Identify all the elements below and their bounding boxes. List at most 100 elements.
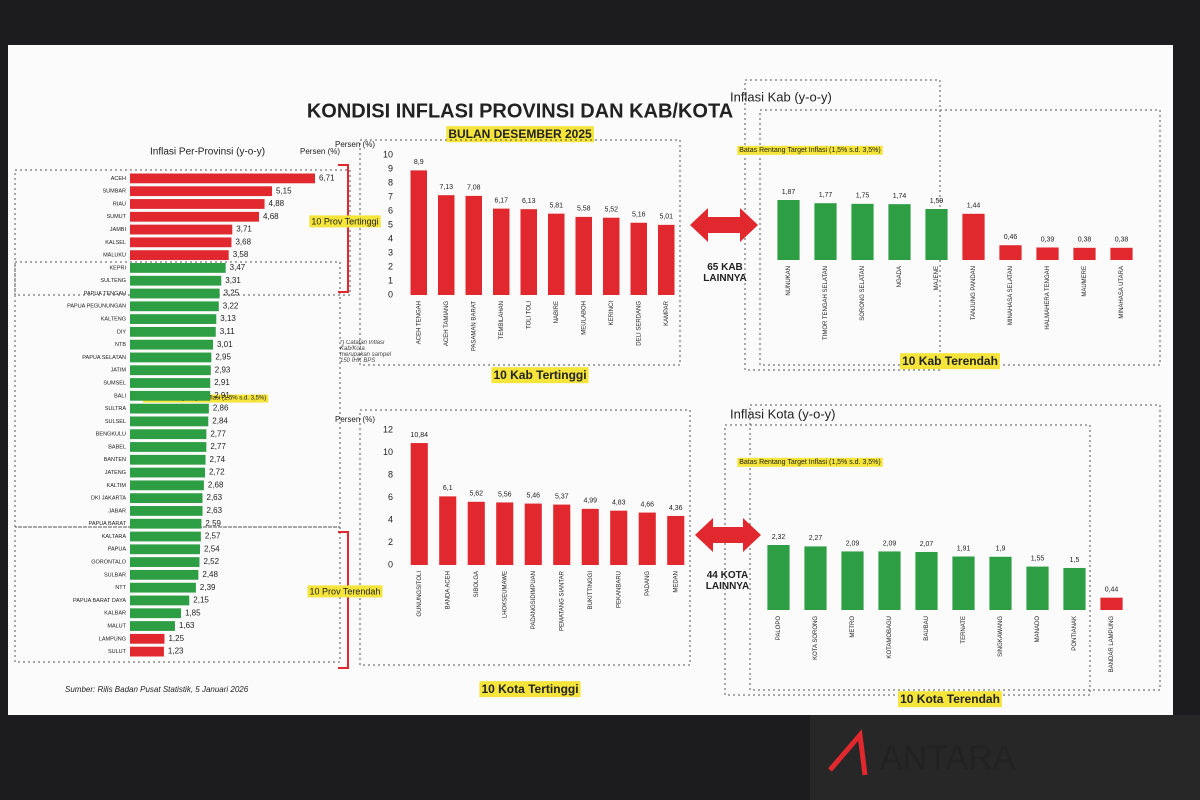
- category-label: TANJUNG PANDAN: [971, 266, 977, 320]
- category-label: BENGKULU: [96, 432, 126, 438]
- y-tick-label: 7: [388, 191, 393, 201]
- bar: [878, 551, 901, 610]
- annotation: 65 KAB LAINNYA: [703, 262, 747, 284]
- chart-title: Inflasi Kab (y-o-y): [730, 89, 832, 104]
- bar: [888, 204, 911, 260]
- category-label: METRO: [850, 616, 856, 638]
- category-label: JABAR: [108, 508, 126, 514]
- value-label: 2,32: [772, 534, 786, 541]
- category-label: MEDAN: [673, 571, 679, 593]
- value-label: 8,9: [414, 159, 424, 166]
- value-label: 4,36: [669, 505, 683, 512]
- bar: [1026, 566, 1049, 610]
- value-label: 1,87: [782, 189, 796, 196]
- category-label: LAMPUNG: [99, 636, 126, 642]
- value-label: 2,09: [883, 540, 897, 547]
- category-label: SULSEL: [105, 419, 126, 425]
- bar: [130, 633, 165, 644]
- highlight: [491, 367, 589, 384]
- highlight: [898, 691, 1002, 708]
- bar: [130, 352, 212, 363]
- bar: [553, 504, 571, 565]
- y-tick-label: 5: [388, 219, 393, 229]
- value-label: 7,13: [439, 184, 453, 191]
- y-tick-label: 8: [388, 177, 393, 187]
- category-label: BUKITTINGGI: [588, 571, 594, 610]
- category-label: NTB: [115, 342, 126, 348]
- category-label: MAJENE: [934, 266, 940, 290]
- y-tick-label: 12: [383, 424, 393, 434]
- y-tick-label: 2: [388, 261, 393, 271]
- category-label: PAPUA BARAT: [89, 521, 127, 527]
- value-label: 5,15: [276, 186, 292, 195]
- bar: [524, 503, 542, 565]
- category-label: KALBAR: [104, 611, 126, 617]
- value-label: 2,95: [215, 353, 231, 362]
- bar: [130, 557, 200, 567]
- category-label: SULUT: [108, 649, 127, 655]
- category-label: PEKANBARU: [616, 571, 622, 608]
- value-label: 5,16: [632, 212, 646, 219]
- bar: [548, 213, 565, 295]
- y-tick-label: 2: [388, 537, 393, 547]
- category-label: PONTIANAK: [1072, 616, 1078, 651]
- highlight: [446, 126, 595, 143]
- axis-label: Persen (%): [335, 140, 375, 149]
- value-label: 10,84: [410, 432, 428, 439]
- category-label: SUMBAR: [102, 189, 126, 195]
- value-label: 2,57: [205, 532, 221, 541]
- annotation: 10 Prov Terendah: [310, 586, 381, 596]
- y-tick-label: 9: [388, 163, 393, 173]
- value-label: 2,15: [193, 596, 209, 605]
- category-label: TERNATE: [961, 616, 967, 644]
- value-label: 2,27: [809, 535, 823, 542]
- caption: 10 Kota Tertinggi: [481, 682, 578, 696]
- bar: [130, 199, 265, 209]
- category-label: PAPUA: [108, 547, 127, 553]
- value-label: 2,07: [920, 541, 934, 548]
- highlight: [307, 585, 383, 598]
- bar: [638, 512, 656, 565]
- bar: [130, 595, 190, 606]
- bar: [410, 170, 427, 295]
- category-label: SORONG SELATAN: [860, 266, 866, 321]
- value-label: 5,62: [469, 491, 483, 498]
- highlight: [479, 681, 581, 698]
- value-label: 5,37: [555, 493, 569, 500]
- bar: [130, 429, 207, 440]
- bar: [1036, 247, 1059, 260]
- category-label: KERINCI: [609, 301, 615, 326]
- value-label: 0,38: [1078, 237, 1092, 244]
- value-label: 4,88: [269, 199, 285, 208]
- bar: [841, 551, 864, 610]
- category-label: KALSEL: [105, 240, 126, 246]
- value-label: 3,01: [217, 340, 233, 349]
- category-label: PAPUA PEGUNUNGAN: [67, 304, 126, 310]
- value-label: 2,72: [209, 468, 225, 477]
- value-label: 4,99: [583, 498, 597, 505]
- value-label: 3,68: [235, 237, 251, 246]
- value-label: 1,91: [957, 545, 971, 552]
- bar: [630, 222, 647, 295]
- category-label: BABEL: [108, 444, 126, 450]
- highlight: [737, 457, 883, 467]
- value-label: 5,56: [498, 491, 512, 498]
- category-label: KALTIM: [107, 483, 127, 489]
- caption: 10 Kota Terendah: [900, 692, 1000, 706]
- annotation: 10 Prov Tertinggi: [311, 216, 378, 226]
- bar: [999, 245, 1022, 260]
- value-label: 2,09: [846, 540, 860, 547]
- value-label: 2,74: [210, 455, 226, 464]
- value-label: 5,01: [659, 214, 673, 221]
- watermark: ANTARA: [880, 739, 1016, 777]
- category-label: PASAMAN BARAT: [471, 301, 477, 351]
- category-label: SULTENG: [100, 278, 126, 284]
- value-label: 1,55: [1031, 555, 1045, 562]
- value-label: 0,46: [1004, 234, 1018, 241]
- bar: [130, 263, 226, 273]
- y-tick-label: 4: [388, 233, 393, 243]
- highlight: [737, 145, 883, 155]
- value-label: 3,11: [220, 327, 236, 336]
